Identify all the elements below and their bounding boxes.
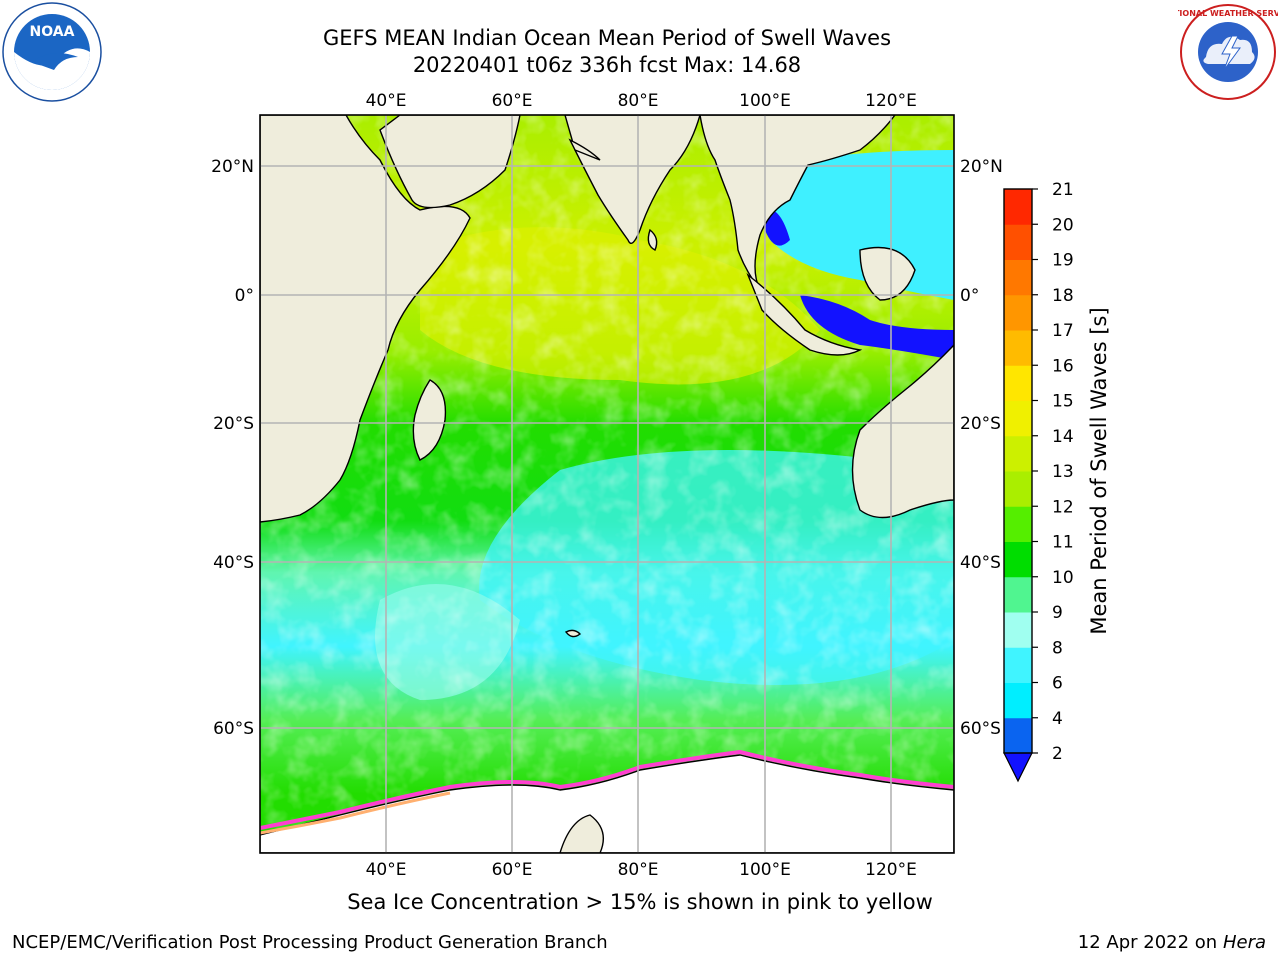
sea-ice-edge bbox=[260, 749, 954, 830]
footer-credit: NCEP/EMC/Verification Post Processing Pr… bbox=[12, 932, 608, 953]
colorbar-tick-label: 19 bbox=[1052, 251, 1074, 271]
lon-tick-bottom: 80°E bbox=[618, 860, 659, 880]
noaa-logo-text: NOAA bbox=[30, 24, 75, 40]
map-gridlines bbox=[260, 115, 954, 853]
antarctica-ice bbox=[260, 754, 954, 853]
colorbar-segment bbox=[1004, 471, 1032, 507]
colorbar-segment bbox=[1004, 682, 1032, 719]
lat-tick-left: 20°N bbox=[211, 157, 254, 177]
colorbar-tick-label: 11 bbox=[1052, 533, 1074, 553]
java-sea-field bbox=[800, 295, 954, 360]
colorbar-segment bbox=[1004, 541, 1032, 578]
colorbar-tick-label: 21 bbox=[1052, 180, 1074, 200]
colorbar-label: Mean Period of Swell Waves [s] bbox=[1087, 307, 1111, 634]
kerguelen-land bbox=[564, 629, 582, 638]
colorbar-tick-label: 18 bbox=[1052, 286, 1074, 306]
colorbar-extend-arrow bbox=[1003, 752, 1033, 783]
lon-tick-bottom: 120°E bbox=[865, 860, 917, 880]
colorbar: 2 4 6 8 9 10 11 12 13 14 15 16 17 18 19 20 21 bbox=[1003, 180, 1074, 783]
colorbar-tick-label: 15 bbox=[1052, 392, 1074, 412]
gulf-of-thailand-field bbox=[765, 209, 790, 246]
footer-host: Hera bbox=[1222, 932, 1266, 953]
colorbar-tick-label: 20 bbox=[1052, 215, 1074, 235]
lon-tick-top: 100°E bbox=[739, 91, 791, 111]
sumatra-java-land bbox=[746, 272, 863, 356]
land-masses bbox=[260, 115, 954, 853]
colorbar-tick-label: 8 bbox=[1052, 638, 1063, 658]
lon-tick-bottom: 40°E bbox=[366, 860, 407, 880]
sea-ice-note: Sea Ice Concentration > 15% is shown in … bbox=[347, 890, 933, 914]
lon-tick-bottom: 100°E bbox=[739, 860, 791, 880]
nws-logo-icon: NATIONAL WEATHER SERVICE bbox=[1178, 4, 1278, 100]
colorbar-segment bbox=[1004, 435, 1032, 472]
colorbar-tick-label: 12 bbox=[1052, 497, 1074, 517]
arabia-land bbox=[379, 115, 521, 209]
footer-date: 12 Apr 2022 on Hera bbox=[1078, 932, 1266, 953]
colorbar-tick-label: 9 bbox=[1052, 603, 1063, 623]
lon-tick-top: 60°E bbox=[492, 91, 533, 111]
colorbar-tick-label: 4 bbox=[1052, 709, 1063, 729]
colorbar-segment bbox=[1004, 365, 1032, 401]
nws-logo-text: NATIONAL WEATHER SERVICE bbox=[1178, 9, 1278, 18]
lat-tick-right: 60°S bbox=[960, 719, 1001, 739]
colorbar-tick-label: 16 bbox=[1052, 356, 1074, 376]
colorbar-segment bbox=[1004, 506, 1032, 542]
lat-tick-right: 20°S bbox=[960, 414, 1001, 434]
colorbar-tick-label: 10 bbox=[1052, 568, 1074, 588]
lat-tick-left: 40°S bbox=[213, 553, 254, 573]
madagascar-land bbox=[412, 379, 447, 461]
colorbar-segment bbox=[1004, 400, 1032, 437]
colorbar-segment bbox=[1004, 189, 1032, 225]
colorbar-segment bbox=[1004, 576, 1032, 613]
colorbar-tick-label: 6 bbox=[1052, 674, 1063, 694]
colorbar-tick-label: 2 bbox=[1052, 744, 1063, 764]
sea-ice-inner bbox=[260, 791, 451, 835]
colorbar-tick-label: 14 bbox=[1052, 427, 1074, 447]
colorbar-segment bbox=[1004, 224, 1032, 260]
lat-tick-right: 40°S bbox=[960, 553, 1001, 573]
lon-tick-bottom: 60°E bbox=[492, 860, 533, 880]
lat-tick-labels: 20°N 0° 20°S 40°S 60°S 20°N 0° 20°S 40°S… bbox=[211, 157, 1003, 739]
lat-tick-right: 0° bbox=[960, 286, 979, 306]
africa-land bbox=[260, 115, 471, 523]
colorbar-segment bbox=[1004, 259, 1032, 296]
colorbar-segment bbox=[1004, 612, 1032, 648]
footer-date-text: 12 Apr 2022 on bbox=[1077, 932, 1223, 953]
colorbar-tick-label: 13 bbox=[1052, 462, 1074, 482]
map-frame bbox=[259, 114, 955, 854]
chart-title: GEFS MEAN Indian Ocean Mean Period of Sw… bbox=[322, 26, 892, 50]
lon-tick-top: 40°E bbox=[366, 91, 407, 111]
australia-land bbox=[851, 343, 954, 519]
colorbar-segment bbox=[1004, 294, 1032, 331]
colorbar-segment bbox=[1004, 330, 1032, 366]
lat-tick-left: 0° bbox=[235, 286, 254, 306]
lon-tick-top: 80°E bbox=[618, 91, 659, 111]
lat-tick-left: 60°S bbox=[213, 719, 254, 739]
india-land bbox=[564, 115, 701, 244]
lon-tick-labels: 40°E 60°E 80°E 100°E 120°E 40°E 60°E 80°… bbox=[366, 91, 917, 880]
colorbar-segment bbox=[1004, 717, 1032, 754]
southeast-asia-land bbox=[699, 115, 896, 291]
lon-tick-top: 120°E bbox=[865, 91, 917, 111]
sri-lanka-land bbox=[647, 228, 658, 251]
chart-subtitle: 20220401 t06z 336h fcst Max: 14.68 bbox=[412, 53, 802, 77]
noaa-logo-icon: NOAA bbox=[2, 2, 102, 102]
colorbar-segment bbox=[1004, 647, 1032, 683]
lat-tick-right: 20°N bbox=[960, 157, 1003, 177]
colorbar-tick-label: 17 bbox=[1052, 321, 1074, 341]
lat-tick-left: 20°S bbox=[213, 414, 254, 434]
